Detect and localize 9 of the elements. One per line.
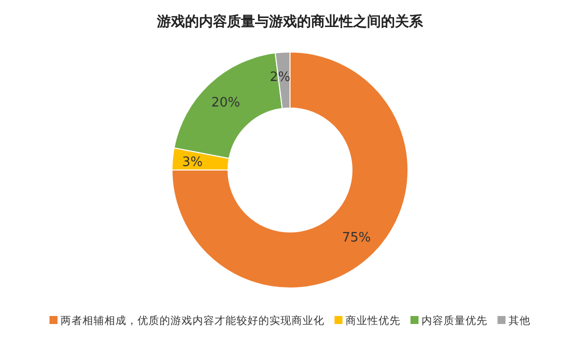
legend-label: 商业性优先 (346, 314, 400, 327)
data-label: 20% (211, 95, 240, 110)
legend-label: 内容质量优先 (422, 314, 488, 327)
legend-label: 其他 (508, 314, 530, 327)
chart-title: 游戏的内容质量与游戏的商业性之间的关系 (156, 13, 424, 30)
legend-label: 两者相辅相成，优质的游戏内容才能较好的实现商业化 (60, 314, 324, 327)
donut-slice (172, 52, 408, 288)
data-label: 3% (182, 155, 203, 170)
data-label: 75% (342, 230, 371, 246)
